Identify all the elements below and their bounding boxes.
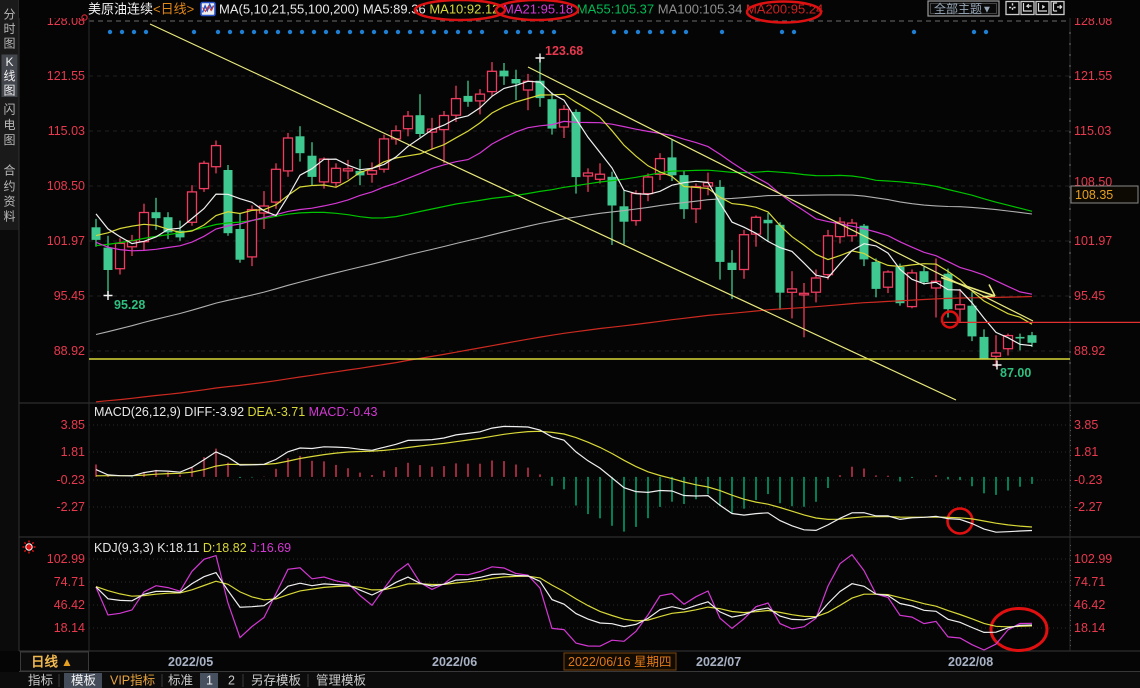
svg-text:108.50: 108.50 xyxy=(47,179,85,193)
svg-text:95.28: 95.28 xyxy=(114,298,145,312)
svg-text:121.55: 121.55 xyxy=(47,69,85,83)
svg-text:图: 图 xyxy=(3,83,15,97)
svg-text:95.45: 95.45 xyxy=(54,289,85,303)
svg-text:18.14: 18.14 xyxy=(1074,621,1105,635)
svg-text:-0.23: -0.23 xyxy=(1074,473,1103,487)
svg-text:全部主题: 全部主题 xyxy=(934,1,982,16)
svg-text:3.85: 3.85 xyxy=(1074,418,1098,432)
svg-text:88.92: 88.92 xyxy=(1074,344,1105,358)
svg-text:101.97: 101.97 xyxy=(47,234,85,248)
svg-text:115.03: 115.03 xyxy=(1074,124,1111,138)
svg-text:2022/05: 2022/05 xyxy=(168,655,213,669)
svg-text:管理模板: 管理模板 xyxy=(316,673,367,688)
svg-text:标准: 标准 xyxy=(168,674,193,688)
svg-text:▲: ▲ xyxy=(61,655,73,669)
svg-text:图: 图 xyxy=(3,133,15,147)
svg-text:95.45: 95.45 xyxy=(1074,289,1105,303)
svg-text:1.81: 1.81 xyxy=(61,445,85,459)
svg-text:料: 料 xyxy=(3,209,15,223)
svg-text:美原油连续<日线>: 美原油连续<日线> xyxy=(88,2,194,17)
svg-text:2022/06: 2022/06 xyxy=(432,655,477,669)
svg-text:74.71: 74.71 xyxy=(1074,575,1105,589)
svg-text:1.81: 1.81 xyxy=(1074,445,1098,459)
svg-text:18.14: 18.14 xyxy=(54,621,85,635)
svg-text:K: K xyxy=(5,55,13,69)
svg-text:3.85: 3.85 xyxy=(61,418,85,432)
svg-text:约: 约 xyxy=(3,178,15,193)
svg-text:108.35: 108.35 xyxy=(1075,188,1113,202)
svg-text:2022/06/16 星期四: 2022/06/16 星期四 xyxy=(568,655,672,669)
svg-text:46.42: 46.42 xyxy=(1074,598,1105,612)
svg-text:-2.27: -2.27 xyxy=(57,500,86,514)
svg-text:电: 电 xyxy=(3,118,15,132)
svg-text:线: 线 xyxy=(3,69,15,83)
svg-text:▼: ▼ xyxy=(982,5,992,16)
svg-text:MA(5,10,21,55,100,200) MA5:89.: MA(5,10,21,55,100,200) MA5:89.36 MA10:92… xyxy=(219,2,823,17)
svg-text:2: 2 xyxy=(228,674,235,688)
svg-text:115.03: 115.03 xyxy=(48,124,85,138)
svg-text:模板: 模板 xyxy=(71,674,97,688)
svg-text:88.92: 88.92 xyxy=(54,344,85,358)
svg-text:KDJ(9,3,3) K:18.11 D:18.82 J: KDJ(9,3,3) K:18.11 D:18.82 J:16.69 xyxy=(94,541,291,555)
svg-text:时: 时 xyxy=(3,22,15,36)
svg-text:指标: 指标 xyxy=(28,673,53,688)
svg-text:1: 1 xyxy=(206,674,213,688)
svg-text:-0.23: -0.23 xyxy=(57,473,86,487)
svg-text:图: 图 xyxy=(3,36,15,50)
svg-text:闪: 闪 xyxy=(3,102,15,116)
svg-text:2022/07: 2022/07 xyxy=(696,655,741,669)
svg-text:-2.27: -2.27 xyxy=(1074,500,1103,514)
svg-text:102.99: 102.99 xyxy=(47,552,85,566)
svg-text:资: 资 xyxy=(3,194,15,208)
svg-text:VIP指标: VIP指标 xyxy=(110,673,155,688)
svg-text:日线: 日线 xyxy=(31,654,58,670)
svg-text:2022/08: 2022/08 xyxy=(948,655,993,669)
svg-text:合: 合 xyxy=(3,162,15,177)
svg-text:另存模板: 另存模板 xyxy=(251,674,302,688)
svg-text:分: 分 xyxy=(3,7,15,21)
svg-text:MACD(26,12,9) DIFF:-3.92 DEA:: MACD(26,12,9) DIFF:-3.92 DEA:-3.71 MACD:… xyxy=(94,405,377,419)
svg-text:102.99: 102.99 xyxy=(1074,552,1112,566)
svg-text:46.42: 46.42 xyxy=(54,598,85,612)
svg-text:101.97: 101.97 xyxy=(1074,234,1112,248)
svg-text:121.55: 121.55 xyxy=(1074,69,1112,83)
svg-text:87.00: 87.00 xyxy=(1000,366,1031,380)
svg-text:74.71: 74.71 xyxy=(54,575,85,589)
svg-text:123.68: 123.68 xyxy=(545,44,583,58)
